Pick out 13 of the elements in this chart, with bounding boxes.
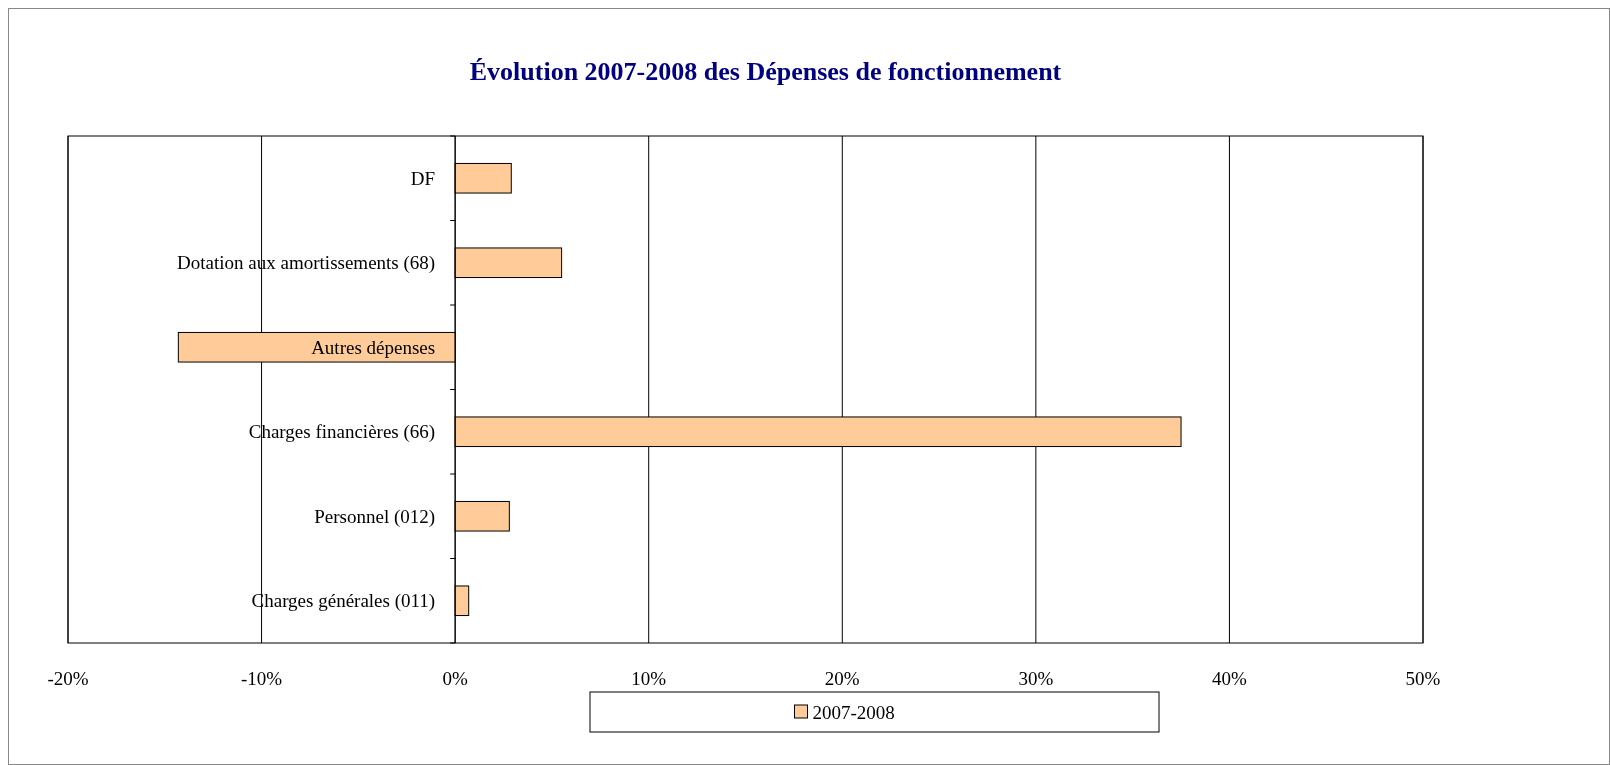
y-tick-label: DF bbox=[410, 167, 436, 189]
x-tick-label: 20% bbox=[824, 668, 860, 689]
x-tick-label: 10% bbox=[631, 668, 667, 689]
x-tick-label: 0% bbox=[442, 668, 468, 689]
x-tick-label: -20% bbox=[47, 668, 89, 689]
x-tick-label: 50% bbox=[1405, 668, 1441, 689]
x-tick-label: -10% bbox=[240, 668, 283, 689]
y-tick-label: Personnel (012) bbox=[314, 505, 436, 528]
y-tick-label: Autres dépenses bbox=[311, 336, 436, 358]
x-tick-label: 30% bbox=[1018, 668, 1054, 689]
legend-label: 2007-2008 bbox=[812, 701, 895, 723]
chart-title: Évolution 2007-2008 des Dépenses de fonctionnement bbox=[469, 57, 1062, 86]
x-tick-label: 40% bbox=[1212, 668, 1248, 689]
